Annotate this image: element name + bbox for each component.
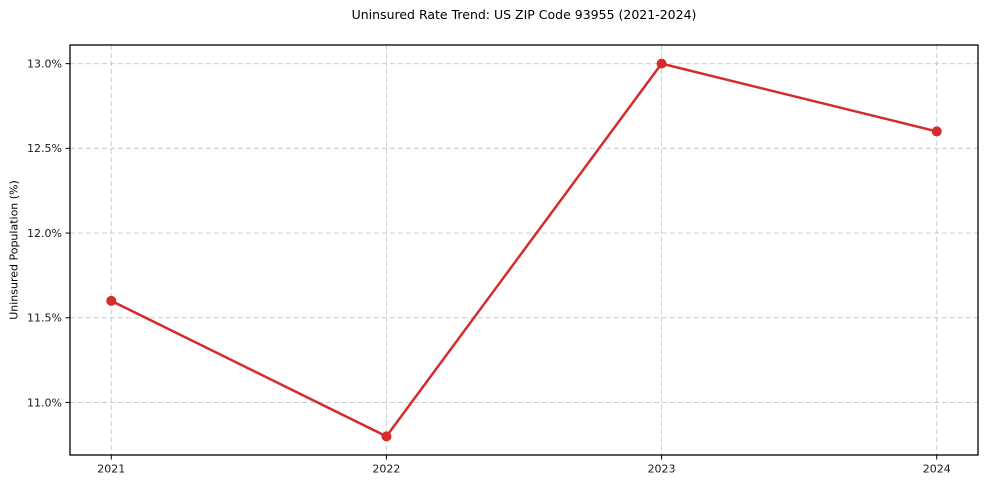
x-tick-label: 2022 [372, 463, 400, 476]
data-point-marker [381, 431, 392, 442]
plot-border [69, 44, 979, 456]
y-tick-label: 12.0% [27, 227, 62, 240]
x-tick-label: 2023 [648, 463, 676, 476]
x-tick-label: 2024 [923, 463, 951, 476]
x-tick-label: 2021 [97, 463, 125, 476]
data-point-marker [656, 58, 667, 69]
chart-title: Uninsured Rate Trend: US ZIP Code 93955 … [351, 7, 697, 22]
trend-line [110, 62, 938, 438]
data-point-marker [931, 126, 942, 137]
y-tick-label: 11.0% [27, 396, 62, 409]
y-tick-label: 11.5% [27, 312, 62, 325]
y-tick-label: 12.5% [27, 142, 62, 155]
data-point-marker [106, 295, 117, 306]
y-tick-label: 13.0% [27, 57, 62, 70]
